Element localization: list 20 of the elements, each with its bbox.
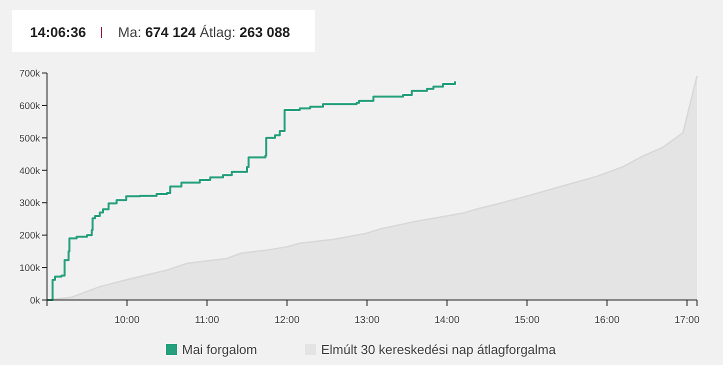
x-tick-label: 13:00 [354, 315, 380, 326]
y-tick-label: 300k [19, 198, 40, 210]
x-tick-label: 15:00 [514, 315, 540, 326]
legend-label: Elmúlt 30 kereskedési nap átlagforgalma [321, 342, 557, 357]
y-tick-label: 400k [19, 166, 40, 177]
y-tick-label: 700k [19, 68, 40, 80]
x-tick-label: 12:00 [274, 315, 300, 326]
y-tick-label: 100k [19, 263, 40, 274]
y-tick-label: 0k [30, 296, 40, 306]
chart-subtitle: Ma: 674 124 Átlag: 263 088 [118, 24, 290, 40]
y-tick-label: 500k [19, 133, 40, 144]
y-tick-label: 600k [19, 100, 40, 112]
x-tick-label: 11:00 [194, 315, 220, 326]
x-tick-label: 16:00 [594, 315, 620, 326]
legend-label: Mai forgalom [182, 342, 258, 357]
chart-title: 14:06:36 [30, 24, 86, 40]
x-tick-label: 17:00 [674, 315, 700, 326]
x-tick-label: 14:00 [434, 315, 460, 326]
y-tick-label: 200k [19, 230, 40, 242]
x-tick-label: 10:00 [114, 315, 140, 326]
